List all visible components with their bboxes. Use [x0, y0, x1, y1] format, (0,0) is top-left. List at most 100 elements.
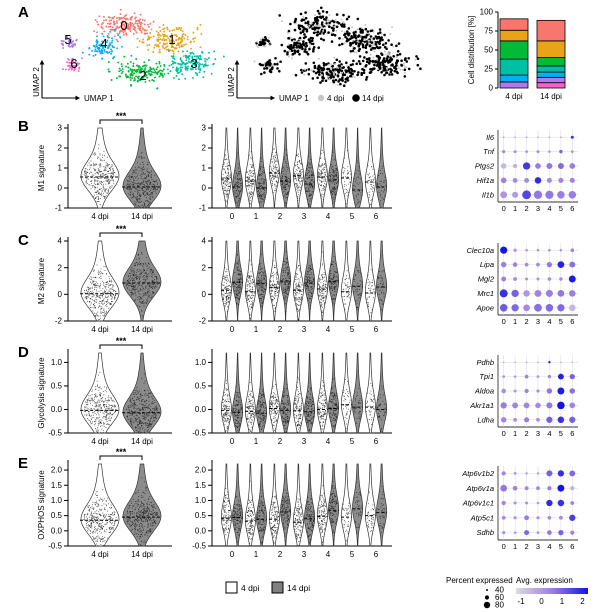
umap-point	[364, 38, 367, 41]
violin-point	[144, 517, 146, 519]
violin-point	[129, 526, 131, 528]
violin-point	[89, 395, 91, 397]
umap-point	[199, 68, 202, 70]
umap-point	[317, 23, 320, 26]
violin-point	[94, 511, 96, 513]
umap-point	[159, 38, 162, 41]
umap-point	[150, 73, 153, 76]
violin-point	[107, 166, 109, 168]
umap-point	[172, 55, 175, 58]
violin-point	[145, 271, 147, 273]
violin-point	[136, 524, 138, 526]
umap-point	[88, 53, 91, 56]
umap-point	[136, 69, 139, 71]
violin-point	[147, 406, 149, 408]
violin-point	[152, 507, 154, 509]
umap-point	[356, 40, 359, 43]
violin-point	[233, 181, 235, 182]
umap-point	[197, 67, 200, 70]
umap-point	[291, 52, 295, 56]
umap-point	[158, 42, 161, 45]
violin-point	[93, 281, 95, 283]
violin-point	[129, 515, 131, 517]
umap-point	[320, 26, 323, 29]
umap-point	[325, 10, 329, 14]
umap-point	[119, 36, 122, 39]
violin-point	[100, 498, 102, 500]
violin-point	[97, 505, 99, 507]
violin-point	[95, 404, 97, 406]
umap-point	[307, 68, 311, 71]
violin-point	[100, 541, 101, 543]
violin-point	[131, 528, 133, 530]
violin-point	[133, 265, 135, 267]
violin-point	[233, 194, 235, 196]
violin-point	[95, 196, 97, 198]
violin-point	[134, 289, 136, 291]
violin-point	[144, 380, 146, 382]
violin-point	[225, 158, 227, 160]
violin-point	[104, 314, 105, 316]
violin-point	[96, 408, 98, 410]
violin-point	[249, 181, 251, 183]
umap-point	[142, 28, 145, 31]
violin-point	[148, 498, 150, 500]
violin-point	[101, 207, 103, 209]
umap-point	[159, 51, 161, 54]
umap-point	[67, 45, 70, 47]
violin-point	[101, 425, 103, 427]
violin-point	[263, 172, 265, 173]
violin-point	[142, 296, 144, 298]
violin-point	[92, 307, 94, 309]
umap-point	[318, 32, 322, 35]
violin-point	[127, 507, 129, 509]
umap-point	[316, 19, 320, 22]
violin-point	[136, 287, 138, 289]
violin-point	[240, 183, 242, 185]
umap-point	[302, 40, 305, 43]
umap-point	[152, 51, 155, 53]
violin-point	[91, 514, 93, 516]
violin-point	[92, 173, 94, 175]
violin-point	[108, 403, 110, 405]
violin-point	[225, 181, 227, 183]
violin-point	[138, 283, 140, 285]
umap-point	[91, 49, 94, 52]
violin-point	[107, 516, 109, 517]
violin-point	[133, 422, 135, 424]
violin-point	[251, 170, 253, 172]
violin-point	[133, 182, 135, 184]
umap-point	[385, 67, 388, 69]
violin-point	[136, 176, 138, 178]
violin-point	[101, 545, 103, 547]
violin-point	[105, 312, 106, 314]
violin-point	[88, 294, 90, 296]
violin-point	[224, 193, 226, 195]
violin-point	[143, 279, 145, 280]
umap-point	[376, 68, 379, 71]
violin-point	[107, 295, 109, 297]
violin-point	[113, 409, 115, 411]
violin-point	[87, 399, 89, 401]
violin-point	[99, 392, 101, 394]
violin-point	[91, 527, 93, 529]
violin-point	[147, 522, 149, 524]
violin-point	[145, 200, 146, 202]
umap-point	[121, 68, 124, 71]
violin-point	[151, 506, 153, 508]
violin-point	[106, 175, 108, 177]
violin-point	[100, 275, 102, 277]
violin-point	[153, 506, 155, 508]
violin-point	[133, 200, 135, 202]
violin-point	[151, 276, 153, 277]
umap-point	[123, 27, 126, 30]
umap-point	[212, 62, 215, 65]
violin-point	[130, 424, 132, 426]
violin-point	[258, 185, 260, 187]
violin-point	[142, 520, 144, 522]
violin-point	[90, 525, 92, 527]
violin-point	[131, 507, 133, 509]
violin-point	[89, 167, 91, 169]
violin-point	[134, 263, 136, 265]
umap-point	[204, 63, 207, 66]
